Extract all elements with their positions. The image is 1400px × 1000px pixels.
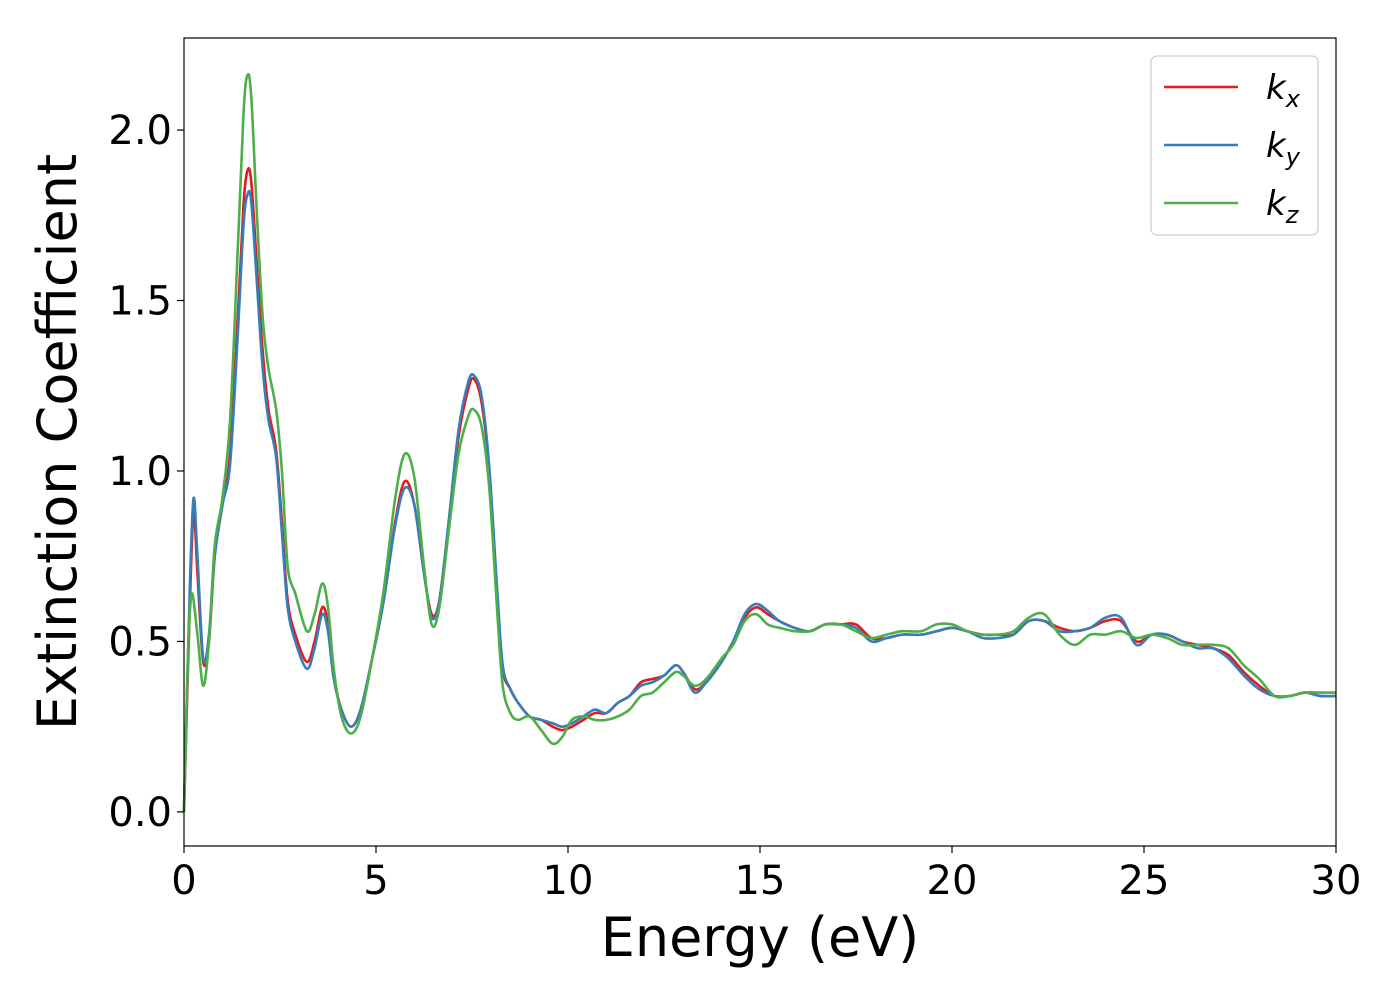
series-line-x (184, 168, 1336, 812)
y-tick-label: 1.0 (108, 449, 172, 495)
x-tick-label: 30 (1311, 858, 1362, 904)
x-tick-label: 0 (171, 858, 196, 904)
y-axis-ticks: 0.0 0.5 1.0 1.5 2.0 (108, 108, 184, 836)
y-tick-label: 1.5 (108, 279, 172, 325)
y-tick-label: 2.0 (108, 108, 172, 154)
x-tick-label: 10 (543, 858, 594, 904)
x-tick-label: 5 (363, 858, 388, 904)
x-axis-title: Energy (eV) (601, 906, 920, 969)
y-axis-title: Extinction Coefficient (26, 154, 89, 730)
y-tick-label: 0.5 (108, 619, 172, 665)
x-tick-label: 25 (1119, 858, 1170, 904)
x-axis-ticks: 0 5 10 15 20 25 30 (171, 846, 1361, 904)
series-line-y (184, 191, 1336, 812)
x-tick-label: 20 (927, 858, 978, 904)
x-tick-label: 15 (735, 858, 786, 904)
y-tick-label: 0.0 (108, 790, 172, 836)
